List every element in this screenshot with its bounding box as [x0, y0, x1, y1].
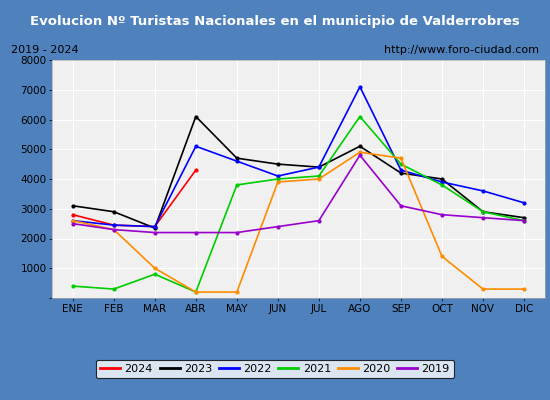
Legend: 2024, 2023, 2022, 2021, 2020, 2019: 2024, 2023, 2022, 2021, 2020, 2019	[96, 360, 454, 378]
Text: Evolucion Nº Turistas Nacionales en el municipio de Valderrobres: Evolucion Nº Turistas Nacionales en el m…	[30, 14, 520, 28]
Text: http://www.foro-ciudad.com: http://www.foro-ciudad.com	[384, 45, 539, 55]
Text: 2019 - 2024: 2019 - 2024	[11, 45, 79, 55]
